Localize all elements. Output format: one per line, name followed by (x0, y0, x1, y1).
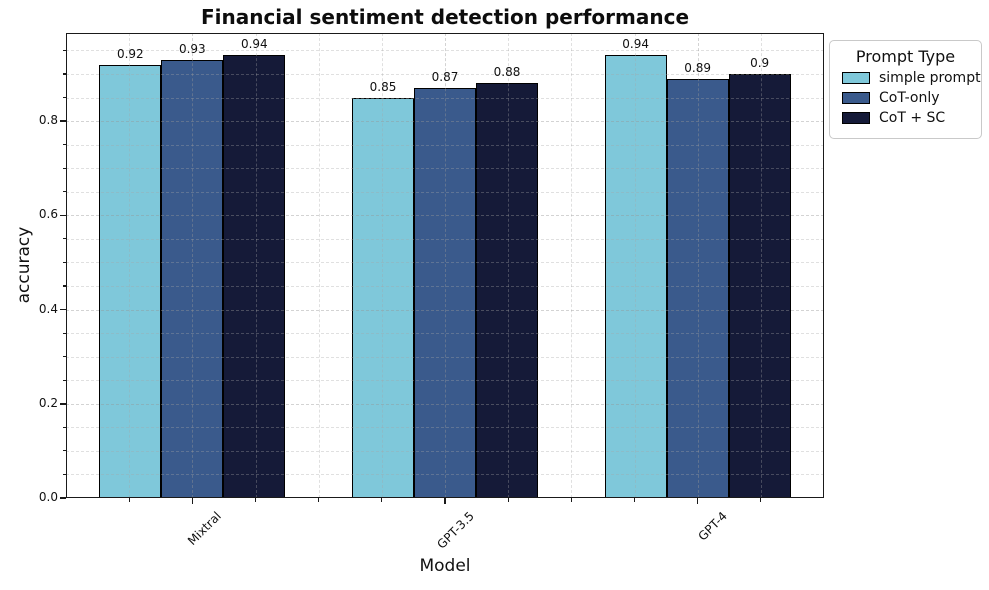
legend: Prompt Type simple prompt CoT-only CoT + S… (829, 40, 982, 139)
x-minor-tick-mark (570, 498, 572, 502)
y-tick-label: 0.8 (38, 113, 58, 128)
y-tick-label: 0.0 (38, 490, 58, 504)
bar-GPT-3.5-CoT-+-SC (476, 83, 538, 498)
legend-item: simple prompt (842, 70, 981, 86)
x-tick-mark (444, 498, 446, 504)
bars-layer (66, 33, 824, 498)
x-minor-tick-mark (318, 498, 320, 502)
bar-Mixtral-simple-prompt (99, 64, 162, 498)
chart-title: Financial sentiment detection performanc… (200, 5, 690, 29)
y-axis-label: accuracy (14, 226, 34, 304)
x-minor-tick-mark (633, 498, 636, 502)
legend-swatch-CoT-only (842, 92, 870, 104)
bar-GPT-4-CoT-+-SC (728, 73, 791, 498)
bar-GPT-4-CoT-only (666, 78, 729, 498)
legend-item-label: simple prompt (879, 70, 981, 86)
legend-item-label: CoT-only (879, 90, 940, 106)
legend-item-label: CoT + SC (879, 110, 946, 126)
x-minor-tick-mark (254, 498, 257, 502)
x-axis-label: Model (419, 556, 471, 576)
legend-swatch-CoT-+-SC (842, 112, 870, 124)
legend-title: Prompt Type (855, 47, 956, 66)
x-minor-tick-mark (381, 498, 383, 502)
legend-swatch-simple-prompt (842, 72, 870, 84)
x-minor-tick-mark (128, 498, 130, 502)
bar-GPT-3.5-simple-prompt (352, 97, 414, 498)
x-tick-mark (191, 498, 194, 504)
plot-area (66, 33, 824, 498)
y-tick-label: 0.2 (38, 395, 58, 410)
x-tick-label: GPT-3.5 (434, 509, 477, 552)
legend-rows: simple prompt CoT-only CoT + SC (838, 70, 981, 126)
bar-Mixtral-CoT-only (161, 59, 224, 498)
x-tick-label: GPT-4 (695, 509, 730, 544)
bar-Mixtral-CoT-+-SC (223, 55, 286, 498)
bar-GPT-3.5-CoT-only (414, 88, 476, 498)
legend-item: CoT-only (842, 90, 973, 106)
legend-item: CoT + SC (842, 110, 973, 126)
bar-GPT-4-simple-prompt (604, 55, 667, 498)
x-tick-label: Mixtral (185, 509, 225, 548)
x-tick-mark (696, 498, 699, 504)
x-minor-tick-mark (760, 498, 762, 502)
x-minor-tick-mark (507, 498, 509, 502)
